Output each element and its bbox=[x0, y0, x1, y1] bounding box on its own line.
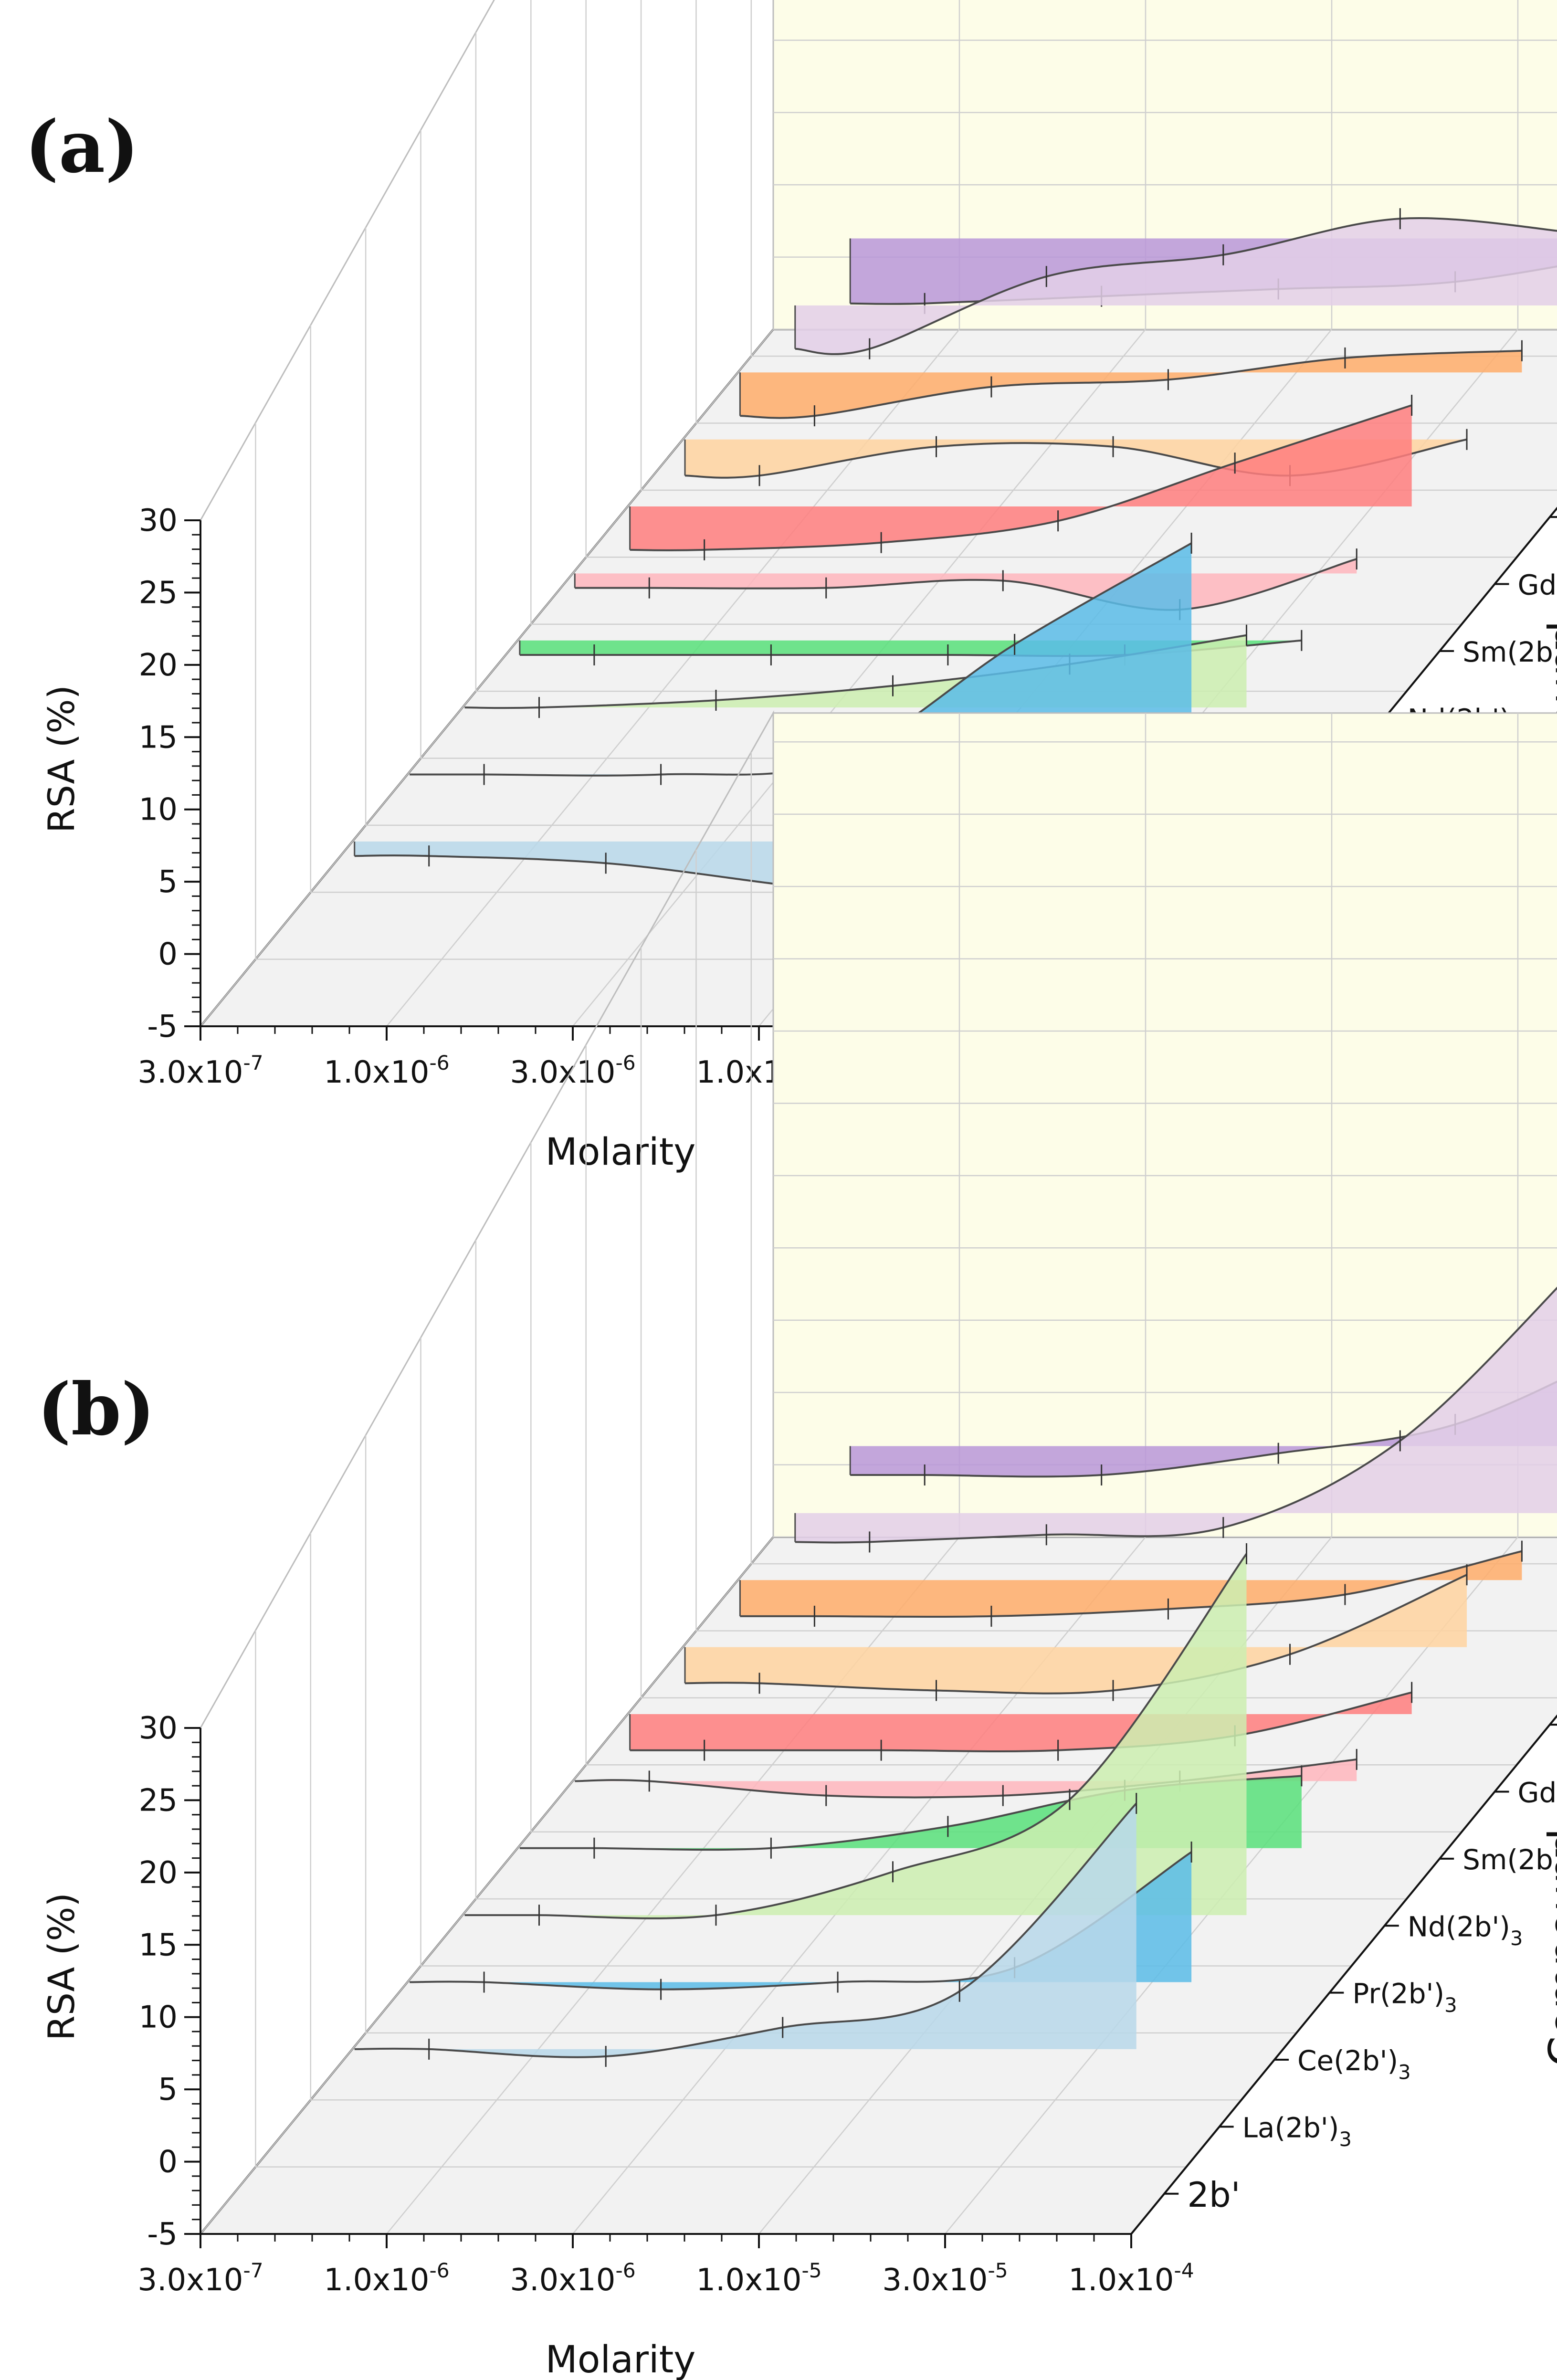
ribbon-area bbox=[575, 1759, 1357, 1798]
z-axis-line bbox=[1130, 1714, 1557, 2235]
ribbon-area bbox=[740, 1551, 1522, 1617]
series-0-8 bbox=[794, 208, 1557, 359]
ribbon-area bbox=[795, 218, 1557, 354]
x-tick-label: 3.0x10-7 bbox=[137, 1051, 263, 1090]
chart-panel-b: 30 25 20 15 10 5 0 -5 RSA (%) 3.0x10-7 1.0x10-6 3.0… bbox=[37, 710, 1557, 2380]
series-line bbox=[630, 404, 1412, 551]
series-1-7 bbox=[739, 1540, 1523, 1627]
grid-line bbox=[572, 329, 1146, 1027]
z-tick-label: Nd(2b')3 bbox=[1408, 1910, 1523, 1950]
ribbon-area bbox=[685, 1575, 1467, 1694]
y-tick-label: 0 bbox=[158, 937, 178, 972]
ribbon-area bbox=[630, 405, 1412, 550]
ribbon-area bbox=[464, 1554, 1247, 1918]
panel-label: (a) bbox=[25, 105, 139, 189]
x-tick-label: 3.0x10-6 bbox=[510, 1051, 635, 1090]
y-tick-label: 10 bbox=[139, 2000, 178, 2035]
series-1-2 bbox=[464, 1543, 1248, 1926]
series-1-0 bbox=[354, 1793, 1137, 2067]
z-tick-label: 2b' bbox=[1187, 2175, 1240, 2215]
y-tick-label: -5 bbox=[147, 1009, 178, 1044]
x-axis-title: Molarity bbox=[546, 1131, 696, 1174]
y-tick-label: -5 bbox=[147, 2217, 178, 2252]
y-tick-label: 25 bbox=[139, 575, 178, 611]
x-tick-label: 3.0x10-5 bbox=[882, 2259, 1008, 2298]
series-line bbox=[575, 558, 1357, 611]
x-tick-label: 1.0x10-6 bbox=[324, 1051, 449, 1090]
series-line bbox=[464, 1553, 1248, 1919]
z-tick-label: Pr(2b')3 bbox=[1352, 1978, 1457, 2017]
y-axis-title: RSA (%) bbox=[40, 1893, 83, 2041]
y-tick-label: 10 bbox=[139, 792, 178, 828]
y-tick-label: 20 bbox=[139, 1855, 178, 1891]
x-tick-label: 1.0x10-4 bbox=[1068, 2259, 1194, 2298]
ribbon-area bbox=[740, 350, 1522, 418]
ribbon-area bbox=[850, 1381, 1557, 1477]
series-line bbox=[795, 1286, 1557, 1544]
series-line bbox=[740, 349, 1522, 419]
y-tick-label: 30 bbox=[139, 1711, 178, 1746]
y-tick-label: 5 bbox=[158, 864, 178, 900]
series-line bbox=[795, 217, 1557, 355]
axes bbox=[200, 1714, 1557, 2235]
series-line bbox=[740, 1550, 1522, 1618]
series-1-8 bbox=[794, 1286, 1557, 1553]
ribbon-area bbox=[354, 1803, 1136, 2057]
y-tick-label: 5 bbox=[158, 2072, 178, 2107]
y-tick-label: 25 bbox=[139, 1783, 178, 1818]
z-tick-label: Sm(2b')3 bbox=[1462, 636, 1557, 675]
z-tick-label: Gd(2b')3 bbox=[1518, 1777, 1557, 1816]
x-tick-label: 3.0x10-6 bbox=[510, 2259, 635, 2298]
y-tick-label: 30 bbox=[139, 503, 178, 538]
series-line bbox=[630, 1691, 1412, 1752]
z-axis-title: Compound bbox=[1539, 1828, 1557, 2067]
y-axis-title: RSA (%) bbox=[40, 685, 83, 833]
series-0-5 bbox=[629, 394, 1413, 560]
z-tick-label: Sm(2b')3 bbox=[1462, 1843, 1557, 1883]
panel-label: (b) bbox=[37, 1368, 155, 1452]
series-line bbox=[685, 1574, 1467, 1695]
y-tick-label: 15 bbox=[139, 720, 178, 755]
x-tick-label: 1.0x10-6 bbox=[324, 2259, 449, 2298]
z-tick-label: Ce(2b')3 bbox=[1297, 2044, 1411, 2084]
x-tick-label: 3.0x10-7 bbox=[137, 2259, 263, 2298]
series-0-7 bbox=[739, 340, 1523, 427]
series-line bbox=[354, 1802, 1137, 2058]
y-tick-label: 20 bbox=[139, 648, 178, 683]
ribbon-area bbox=[795, 1288, 1557, 1543]
y-tick-label: 0 bbox=[158, 2145, 178, 2180]
x-tick-label: 1.0x10-5 bbox=[696, 2259, 821, 2298]
z-tick-label: Gd(2b')3 bbox=[1518, 569, 1557, 609]
y-tick-label: 15 bbox=[139, 1927, 178, 1963]
z-tick-label: La(2b')3 bbox=[1242, 2111, 1352, 2151]
x-axis-title: Molarity bbox=[546, 2338, 696, 2380]
series-1-6 bbox=[684, 1564, 1468, 1701]
